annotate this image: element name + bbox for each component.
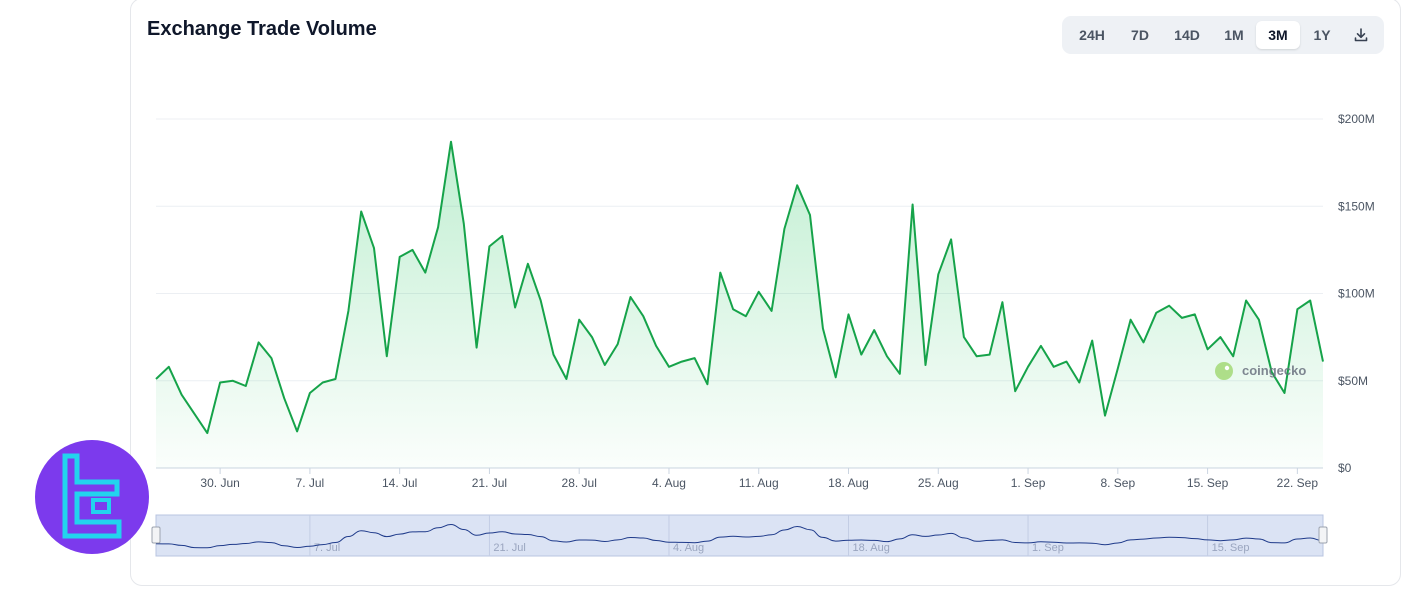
navigator-tick-label: 21. Jul [493,542,525,554]
brand-logo [35,440,149,554]
tradingfinder-logo-icon [62,453,122,539]
range-button-1y[interactable]: 1Y [1313,27,1331,43]
y-axis: $0 $50M $100M $150M $200M [1338,112,1375,475]
x-tick-label: 15. Sep [1187,476,1229,490]
navigator-tick-label: 1. Sep [1032,542,1064,554]
x-tick-label: 7. Jul [296,476,325,490]
x-tick-label: 1. Sep [1011,476,1046,490]
watermark: coingecko [1215,362,1306,380]
volume-area [156,141,1323,468]
x-tick-label: 18. Aug [828,476,869,490]
navigator-handle-right[interactable] [1318,526,1328,544]
y-tick-label: $0 [1338,461,1352,475]
volume-line[interactable] [155,140,1324,435]
x-tick-label: 28. Jul [562,476,597,490]
range-button-7d[interactable]: 7D [1131,27,1149,43]
navigator-handle-left[interactable] [151,526,161,544]
navigator-tick-label: 18. Aug [853,542,890,554]
download-icon [1354,28,1368,42]
x-tick-label: 25. Aug [918,476,959,490]
chart-title: Exchange Trade Volume [147,18,377,40]
x-axis: 30. Jun 7. Jul 14. Jul 21. Jul 28. Jul 4. Aug… [200,468,1318,490]
y-tick-label: $50M [1338,374,1368,388]
x-tick-label: 14. Jul [382,476,417,490]
y-tick-label: $200M [1338,112,1375,126]
coingecko-eye-icon [1224,365,1230,371]
time-range-selector: 24H 7D 14D 1M 3M 1Y [1062,16,1384,54]
x-tick-label: 22. Sep [1277,476,1319,490]
range-button-14d[interactable]: 14D [1174,27,1200,43]
range-button-3m[interactable]: 3M [1256,21,1300,49]
y-tick-label: $150M [1338,199,1375,213]
download-button[interactable] [1344,21,1378,49]
range-button-1m[interactable]: 1M [1224,27,1244,43]
y-tick-label: $100M [1338,287,1375,301]
x-tick-label: 8. Sep [1100,476,1135,490]
navigator-tick-label: 15. Sep [1212,542,1250,554]
x-tick-label: 30. Jun [200,476,239,490]
range-button-24h[interactable]: 24H [1079,27,1105,43]
navigator-tick-label: 4. Aug [673,542,704,554]
navigator-line [155,523,1324,549]
x-tick-label: 21. Jul [472,476,507,490]
navigator[interactable]: 7. Jul 21. Jul 4. Aug 18. Aug 1. Sep 15. Sep [151,514,1328,557]
x-tick-label: 4. Aug [652,476,686,490]
x-tick-label: 11. Aug [739,476,779,490]
coingecko-logo-icon [1215,362,1233,380]
watermark-text: coingecko [1242,363,1306,378]
